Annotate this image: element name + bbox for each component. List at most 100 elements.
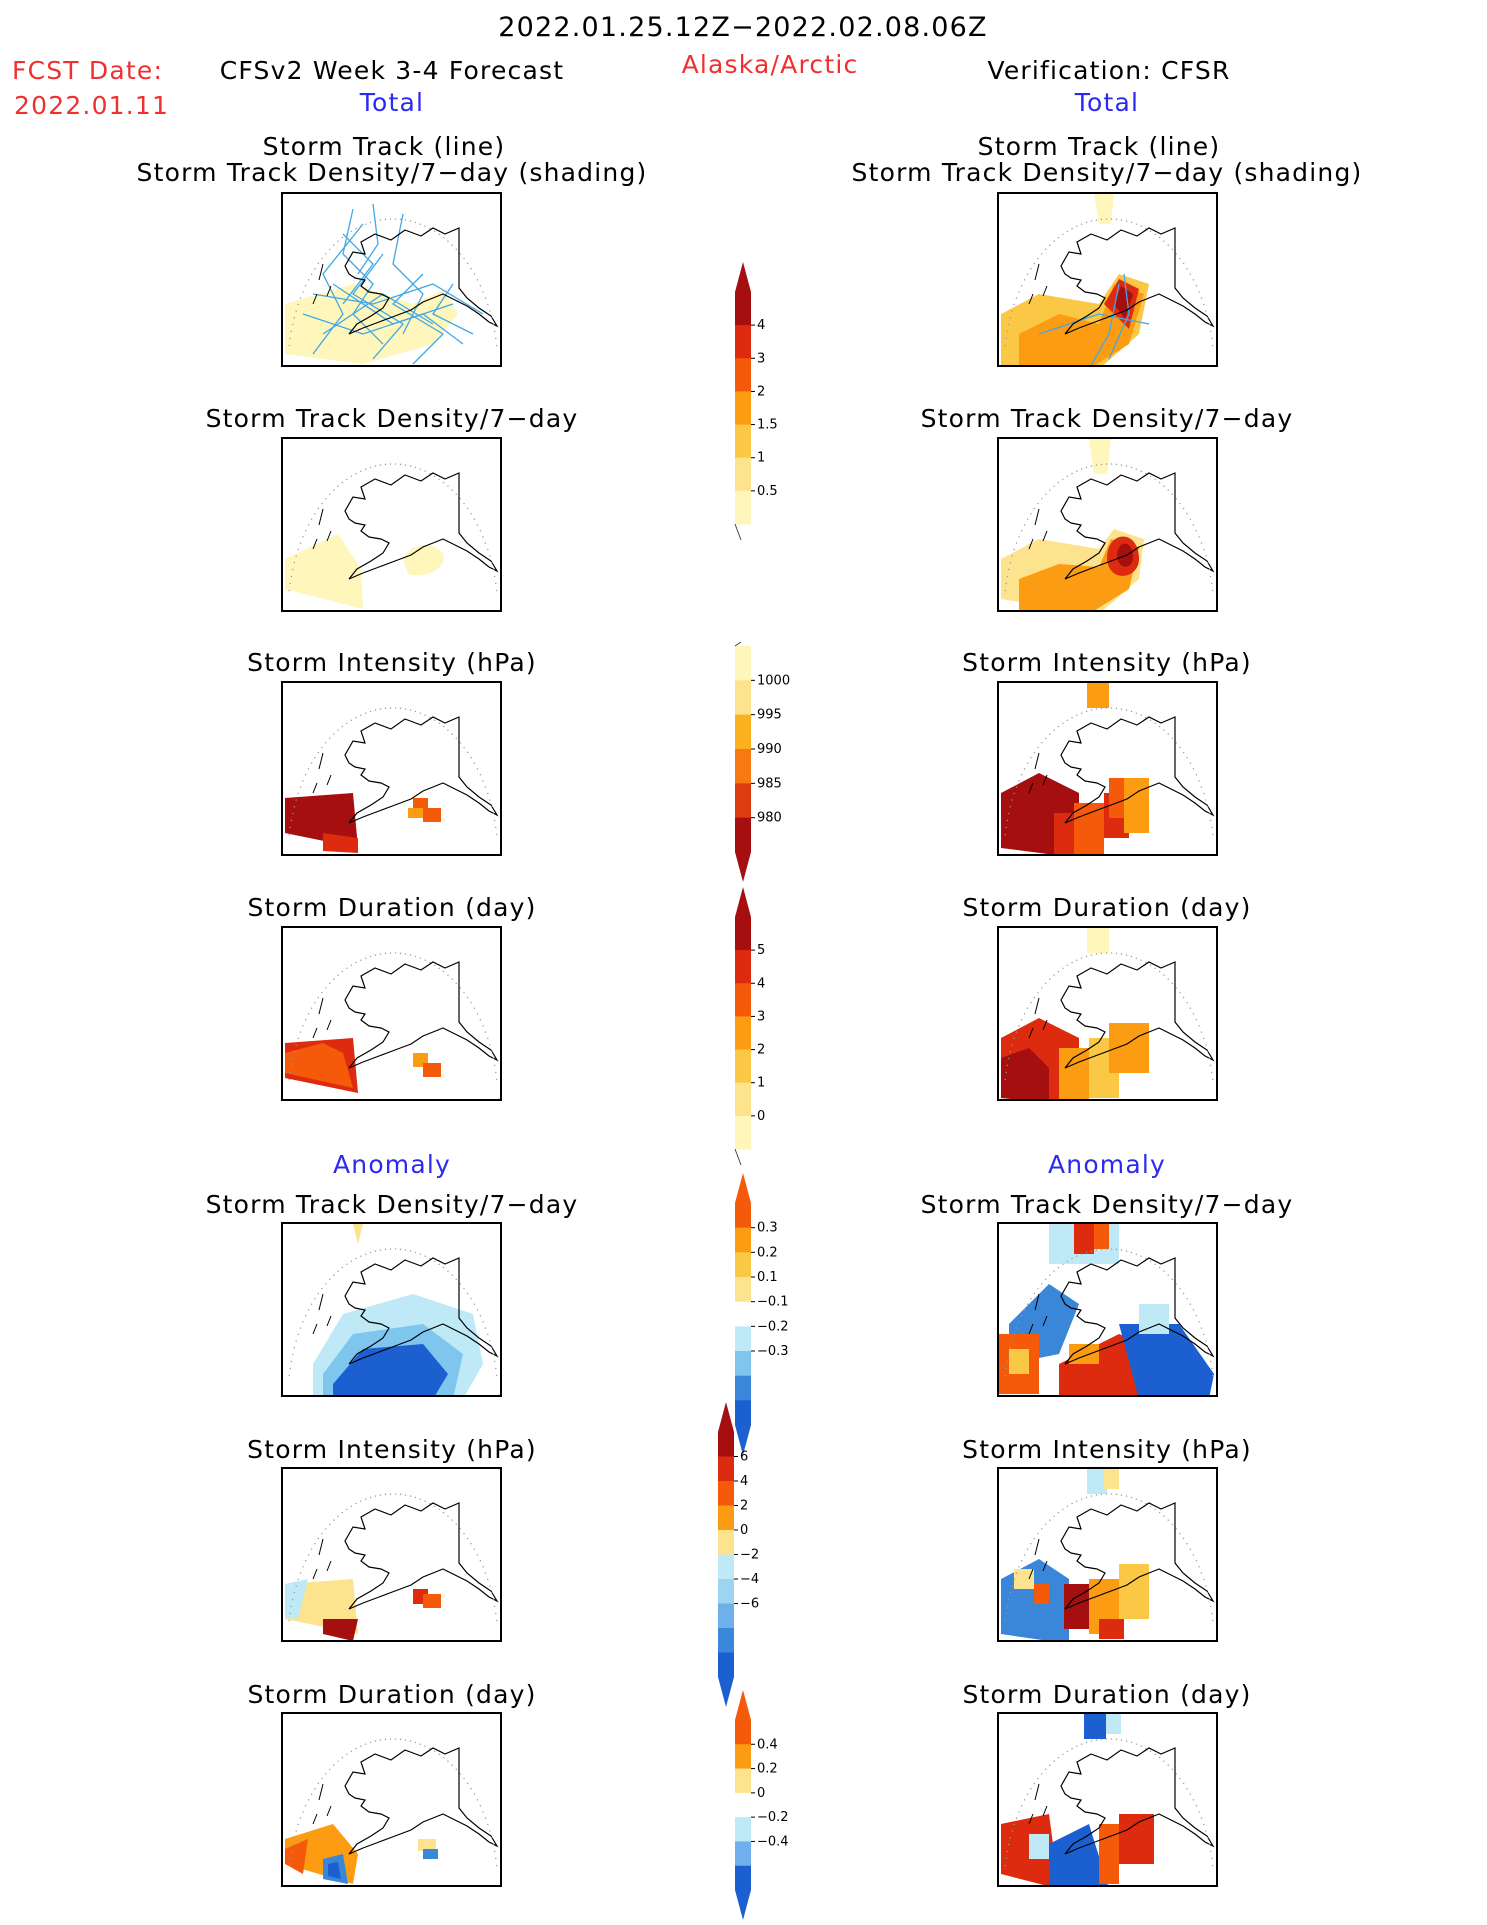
grid-dot <box>1115 463 1118 466</box>
grid-dot <box>1105 952 1108 954</box>
grid-dot <box>304 1315 307 1317</box>
shading <box>285 1839 308 1874</box>
grid-dot <box>1167 733 1169 735</box>
grid-dot <box>325 987 327 989</box>
grid-dot <box>297 1578 299 1581</box>
grid-dot <box>1037 1287 1039 1290</box>
grid-dot <box>1080 712 1083 714</box>
grid-dot <box>1158 725 1161 728</box>
grid-dot <box>470 268 472 270</box>
grid-dot <box>1192 768 1195 770</box>
grid-dot <box>1135 1743 1138 1745</box>
grid-dot <box>389 952 392 954</box>
grid-dot <box>1163 974 1165 976</box>
grid-dot <box>455 982 457 985</box>
grid-dot <box>288 1864 290 1867</box>
grid-dot <box>1203 548 1205 551</box>
grid-dot <box>369 221 372 224</box>
grid-dot <box>489 1830 491 1832</box>
grid-dot <box>304 285 307 287</box>
grid-dot <box>1149 1750 1152 1752</box>
grid-dot <box>463 746 465 749</box>
colorbar-density-total: 4 3 2 1.5 1 0.5 <box>734 262 778 541</box>
grid-dot <box>1004 1619 1006 1622</box>
grid-dot <box>1192 524 1195 526</box>
grid-dot <box>1041 742 1043 744</box>
shading-cell <box>423 808 441 822</box>
grid-dot <box>495 1612 497 1615</box>
grid-dot <box>442 1511 445 1514</box>
grid-dot <box>1145 1257 1147 1260</box>
grid-dot <box>1212 344 1214 347</box>
map-fcst-anom-duration <box>281 1712 502 1887</box>
grid-dot <box>438 1263 440 1265</box>
grid-dot <box>1203 1037 1205 1040</box>
shading-cell <box>423 1594 441 1608</box>
grid-dot <box>1013 1578 1015 1581</box>
grid-dot <box>333 489 335 491</box>
map-cfsr-intensity <box>997 681 1218 856</box>
map-cfsr-duration <box>997 926 1218 1101</box>
colorbar-label: 3 <box>757 1009 765 1024</box>
grid-dot <box>1026 1303 1029 1305</box>
colorbar-swatch <box>735 1841 751 1867</box>
grid-dot <box>433 1505 436 1507</box>
grid-dot <box>470 513 472 515</box>
grid-dot <box>329 1278 331 1281</box>
grid-dot <box>1167 978 1169 980</box>
grid-dot <box>1105 1738 1108 1740</box>
grid-dot <box>1100 1493 1103 1496</box>
grid-dot <box>455 1768 457 1771</box>
grid-dot <box>293 806 296 808</box>
grid-dot <box>1062 722 1064 724</box>
grid-dot <box>473 518 476 520</box>
grid-dot <box>489 1340 491 1342</box>
grid-dot <box>1200 1031 1203 1033</box>
grid-dot <box>1100 952 1103 955</box>
colorbar-label: 0.1 <box>757 1270 778 1285</box>
forecast-title: CFSv2 Week 3-4 Forecast <box>219 56 565 85</box>
grid-dot <box>1076 1255 1078 1257</box>
grid-dot <box>487 1037 489 1040</box>
grid-dot <box>1030 1788 1032 1790</box>
grid-dot <box>1004 344 1006 347</box>
grid-dot <box>495 1367 497 1370</box>
colorbar-swatch <box>735 1252 751 1278</box>
grid-dot <box>1045 1278 1047 1281</box>
grid-dot <box>476 1554 479 1556</box>
grid-dot <box>482 1025 484 1027</box>
grid-dot <box>1140 1745 1142 1747</box>
grid-dot <box>325 742 327 744</box>
grid-dot <box>293 562 296 564</box>
grid-dot <box>333 1519 335 1521</box>
grid-dot <box>1008 1843 1010 1846</box>
grid-dot <box>337 974 339 976</box>
grid-dot <box>295 555 297 557</box>
grid-dot <box>337 485 339 487</box>
grid-dot <box>341 1266 344 1269</box>
grid-dot <box>479 1019 482 1021</box>
grid-dot <box>369 466 372 469</box>
grid-dot <box>1154 1753 1156 1755</box>
grid-dot <box>419 468 422 470</box>
grid-dot <box>295 310 297 312</box>
grid-dot <box>1167 244 1169 246</box>
grid-dot <box>1189 1793 1192 1795</box>
grid-dot <box>1182 1292 1185 1295</box>
grid-dot <box>447 1270 449 1272</box>
grid-dot <box>346 967 348 969</box>
grid-dot <box>1140 959 1142 961</box>
grid-dot <box>350 964 353 966</box>
storm-track-line <box>392 213 424 335</box>
islands <box>312 1783 332 1825</box>
colorbar-swatch <box>735 1277 751 1303</box>
grid-dot <box>1018 1566 1020 1568</box>
grid-dot <box>1186 513 1188 515</box>
colorbar-label: −2 <box>740 1548 759 1563</box>
grid-dot <box>1095 464 1098 466</box>
grid-dot <box>455 493 457 496</box>
grid-dot <box>379 708 382 710</box>
map-canvas <box>1001 683 1215 854</box>
grid-dot <box>1057 1511 1060 1514</box>
grid-dot <box>1171 737 1173 740</box>
